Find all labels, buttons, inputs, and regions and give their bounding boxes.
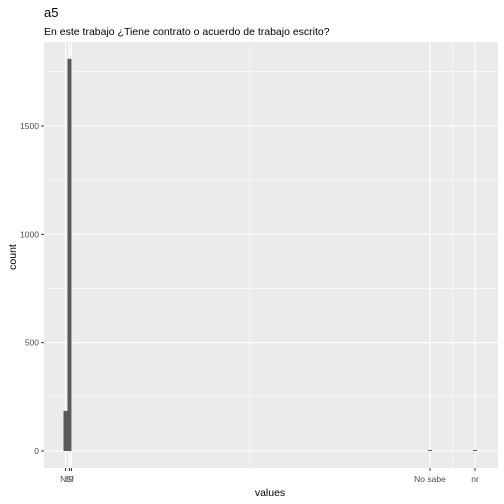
y-tick-label-2: 1000: [20, 229, 39, 239]
y-tick-label-3: 1500: [20, 121, 39, 131]
y-tick-label-1: 500: [25, 338, 39, 348]
x-tick-label-2: ?: [69, 474, 74, 484]
y-tick-label-0: 0: [34, 446, 39, 456]
bar-1: [67, 58, 72, 451]
bar-3: [473, 450, 477, 451]
x-tick-label-0: No: [60, 474, 71, 484]
bar-2: [428, 450, 432, 451]
x-axis-title: values: [255, 487, 285, 499]
x-tick-label-4: nr: [471, 474, 479, 484]
y-axis: 0 500 1000 1500: [20, 121, 44, 456]
x-tick-label-3: No sabe: [414, 474, 446, 484]
y-axis-title: count: [7, 244, 19, 270]
x-tick-label-1: Sí: [65, 474, 74, 484]
bar-0: [63, 410, 68, 451]
bars: [63, 58, 477, 451]
chart-title: a5: [44, 5, 58, 20]
chart-subtitle: En este trabajo ¿Tiene contrato o acuerd…: [44, 26, 330, 38]
